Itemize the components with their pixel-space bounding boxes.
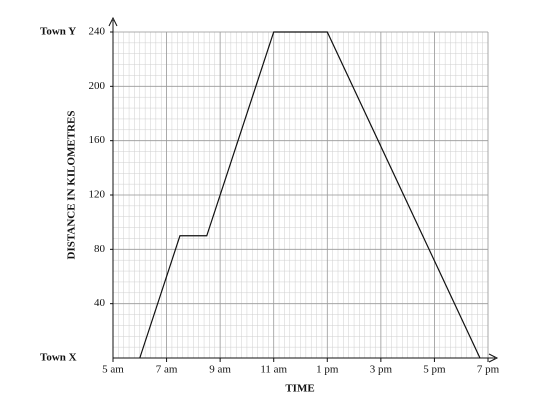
- y-tick-label: 120: [89, 189, 106, 201]
- grid: [112, 31, 489, 359]
- x-tick-label: 3 pm: [370, 364, 393, 376]
- y-axis-label: DISTANCE IN KILOMETRES: [66, 111, 78, 260]
- line: [139, 31, 481, 359]
- y-tick-label: 200: [89, 80, 106, 92]
- y-tick-label: 160: [89, 134, 106, 146]
- x-tick-label: 7 am: [156, 364, 178, 376]
- x-tick-label: 11 am: [260, 364, 287, 376]
- y-annotation: Town X: [40, 352, 77, 364]
- x-tick-label: 9 am: [209, 364, 231, 376]
- x-tick-label: 7 pm: [477, 364, 500, 376]
- y-tick-label: 40: [94, 297, 106, 309]
- x-tick-label: 5 am: [102, 364, 124, 376]
- y-annotation: Town Y: [40, 26, 76, 38]
- y-tick-label: 80: [94, 243, 106, 255]
- x-tick-label: 5 pm: [423, 364, 446, 376]
- y-tick-label: 240: [89, 26, 106, 38]
- x-tick-label: 1 pm: [316, 364, 339, 376]
- x-axis-arrow: [488, 353, 499, 363]
- y-axis-arrow: [108, 16, 118, 27]
- x-axis-label: TIME: [285, 383, 314, 395]
